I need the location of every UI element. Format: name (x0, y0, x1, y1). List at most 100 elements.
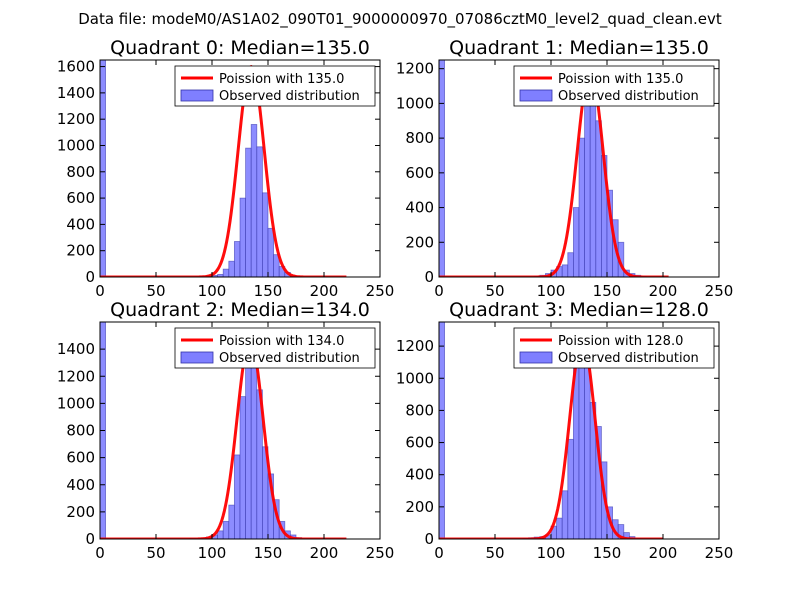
histogram-bar (218, 531, 224, 539)
histogram-bar (262, 193, 268, 277)
histogram-bar (234, 241, 240, 277)
x-tick-label: 200 (649, 282, 678, 300)
legend-bar-swatch (520, 90, 552, 101)
x-tick-label: 200 (649, 544, 678, 562)
y-tick-label: 800 (405, 129, 434, 147)
histogram-bar (579, 138, 585, 277)
x-tick-label: 150 (254, 544, 283, 562)
y-tick-label: 400 (405, 466, 434, 484)
x-tick-label: 0 (434, 544, 444, 562)
x-tick-label: 50 (146, 544, 165, 562)
y-tick-label: 200 (405, 233, 434, 251)
histogram-bar (573, 208, 579, 277)
histogram-bar (562, 491, 568, 539)
x-tick-label: 150 (593, 544, 622, 562)
legend-line-label: Poission with 135.0 (558, 72, 683, 87)
histogram-bar (568, 439, 574, 539)
y-tick-label: 600 (405, 434, 434, 452)
y-tick-label: 400 (66, 215, 95, 233)
y-tick-label: 1200 (396, 337, 434, 355)
histogram-bar (579, 340, 585, 539)
y-tick-label: 1000 (57, 394, 95, 412)
y-tick-label: 200 (66, 503, 95, 521)
x-tick-label: 250 (366, 282, 395, 300)
quadrant-0-title: Quadrant 0: Median=135.0 (110, 37, 370, 59)
legend-line-label: Poission with 128.0 (558, 334, 683, 349)
y-tick-label: 1200 (57, 367, 95, 385)
histogram-bar (240, 397, 246, 539)
y-tick-label: 600 (405, 164, 434, 182)
histogram-bar (268, 228, 274, 277)
x-tick-label: 200 (310, 282, 339, 300)
histogram-bar (223, 521, 229, 539)
poisson-fit-line (100, 340, 346, 539)
histogram-bar (246, 346, 252, 539)
histogram-bar (257, 147, 263, 277)
y-tick-label: 1400 (57, 84, 95, 102)
histogram-bar (568, 253, 574, 277)
x-tick-label: 100 (198, 282, 227, 300)
histogram-bar (251, 124, 257, 277)
legend-line-label: Poission with 134.0 (219, 334, 344, 349)
quadrant-0-legend: Poission with 135.0 Observed distribution (175, 66, 375, 106)
poisson-fit-line (439, 340, 663, 539)
y-tick-label: 200 (66, 242, 95, 260)
legend-bar-swatch (181, 90, 213, 101)
y-tick-label: 1600 (57, 58, 95, 76)
y-tick-label: 0 (424, 530, 434, 548)
x-tick-label: 150 (593, 282, 622, 300)
x-tick-label: 100 (537, 544, 566, 562)
y-tick-label: 800 (66, 163, 95, 181)
histogram-bar (562, 265, 568, 277)
y-tick-label: 0 (424, 268, 434, 286)
y-tick-label: 1000 (396, 94, 434, 112)
legend-bar-label: Observed distribution (558, 89, 699, 104)
x-tick-label: 250 (705, 544, 734, 562)
x-tick-label: 50 (485, 544, 504, 562)
y-tick-label: 200 (405, 498, 434, 516)
quadrant-3-panel: 0 50 100 150 200 250 0 200 400 600 800 1000 1200 Quad… (396, 299, 734, 562)
x-tick-label: 100 (537, 282, 566, 300)
x-tick-label: 250 (366, 544, 395, 562)
x-tick-label: 100 (198, 544, 227, 562)
quadrant-2-panel: 0 50 100 150 200 250 0 200 400 600 800 1000 1200 1400… (57, 299, 395, 562)
histogram-bar (246, 148, 252, 277)
x-tick-label: 150 (254, 282, 283, 300)
histogram-bar (585, 86, 591, 277)
legend-bar-label: Observed distribution (219, 89, 360, 104)
histogram-bar (223, 269, 229, 277)
x-tick-label: 200 (310, 544, 339, 562)
legend-bar-swatch (181, 352, 213, 363)
y-tick-label: 600 (66, 449, 95, 467)
y-tick-label: 800 (405, 401, 434, 419)
x-tick-label: 0 (434, 282, 444, 300)
y-tick-label: 800 (66, 422, 95, 440)
y-tick-label: 0 (85, 530, 95, 548)
histogram-bar (229, 261, 235, 277)
legend-bar-swatch (520, 352, 552, 363)
quadrant-2-title: Quadrant 2: Median=134.0 (110, 299, 370, 321)
y-tick-label: 1200 (57, 110, 95, 128)
legend-bar-label: Observed distribution (558, 351, 699, 366)
y-tick-label: 0 (85, 268, 95, 286)
y-tick-label: 1400 (57, 340, 95, 358)
histogram-bar (596, 121, 602, 277)
quadrant-1-legend: Poission with 135.0 Observed distribution (514, 66, 714, 106)
y-tick-label: 600 (66, 189, 95, 207)
y-tick-label: 1000 (57, 136, 95, 154)
x-tick-label: 0 (95, 544, 105, 562)
x-tick-label: 250 (705, 282, 734, 300)
quadrant-3-legend: Poission with 128.0 Observed distribution (514, 328, 714, 368)
y-tick-label: 1200 (396, 60, 434, 78)
legend-line-label: Poission with 135.0 (219, 72, 344, 87)
quadrant-1-title: Quadrant 1: Median=135.0 (449, 37, 709, 59)
y-tick-label: 400 (66, 476, 95, 494)
y-tick-label: 1000 (396, 369, 434, 387)
histogram-bar (234, 455, 240, 539)
histogram-bar (240, 198, 246, 277)
quadrant-3-title: Quadrant 3: Median=128.0 (449, 299, 709, 321)
